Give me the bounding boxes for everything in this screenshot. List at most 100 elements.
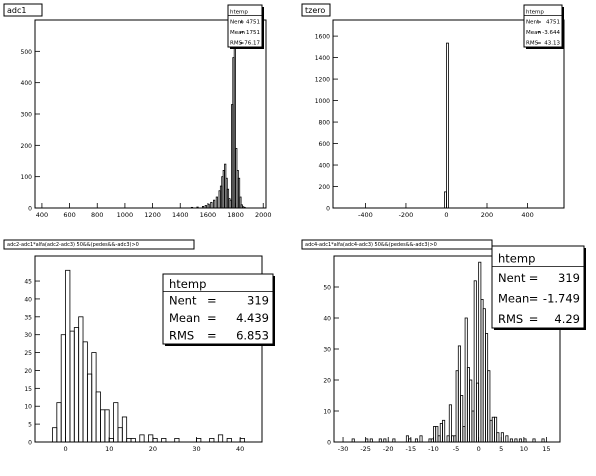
- pad-4: 0 10 20 30 40 50 -30 -25 -20 -15 -10 -5 0 5 10 15 adc4-a…: [301, 239, 586, 453]
- histogram-bar: [100, 409, 106, 443]
- stats-equals: =: [537, 40, 542, 46]
- histogram-bar: [435, 426, 439, 443]
- stats-rms-value: 4.29: [554, 312, 580, 326]
- y-tick-label: 500: [21, 49, 33, 56]
- x-tick-label: 5: [499, 445, 503, 453]
- x-tick-label: -25: [360, 445, 371, 453]
- histogram-bar: [442, 419, 446, 443]
- histogram-bars: [444, 42, 449, 209]
- x-tick-label: 600: [63, 211, 75, 219]
- histogram-bar: [369, 438, 373, 443]
- x-tick-label: 30: [192, 445, 200, 453]
- histogram-bar: [95, 391, 101, 443]
- pad-2: 0 200 400 600 800 1000 1200 1400 1600 -400 -200 0 20…: [301, 3, 565, 219]
- stats-name: htemp: [526, 9, 544, 15]
- y-tick-label: 30: [24, 332, 32, 339]
- histogram-bar: [505, 435, 509, 443]
- stats-mean-label: Mean: [230, 30, 245, 36]
- stats-rms-value: 6.853: [236, 329, 269, 343]
- y-tick-label: 0: [28, 206, 32, 213]
- chart-title: tzero: [305, 6, 325, 15]
- y-tick-label: 50: [323, 285, 331, 292]
- y-tick-label: 10: [24, 404, 32, 411]
- stats-equals: =: [537, 19, 542, 25]
- histogram-bar: [161, 438, 167, 443]
- x-tick-label: 1800: [227, 211, 244, 219]
- title-box: [3, 3, 43, 17]
- histogram-bar: [52, 427, 58, 443]
- histogram-bar: [532, 438, 536, 443]
- x-tick-label: 0: [63, 445, 67, 453]
- x-tick-label: 1000: [117, 211, 134, 219]
- histogram-bar: [113, 402, 119, 443]
- x-tick-label: -10: [428, 445, 439, 453]
- histogram-bar: [351, 438, 355, 443]
- histogram-bar: [239, 438, 245, 443]
- histogram-bar: [152, 438, 158, 443]
- x-tick-label: 0: [444, 211, 448, 219]
- x-tick-label: 200: [481, 211, 493, 219]
- y-tick-label: 0: [326, 206, 330, 213]
- histogram-bar: [201, 206, 205, 209]
- y-tick-label: 30: [323, 347, 331, 354]
- stats-rms-value: 43.13: [544, 40, 560, 46]
- y-tick-label: 800: [319, 120, 331, 127]
- x-tick-label: -200: [399, 211, 414, 219]
- pad-3: 0 5 10 15 20 25 30 35 40 45 0 10 20 30 40 adc2-adc1*alf…: [3, 239, 275, 453]
- stats-entries-value: 319: [247, 294, 269, 308]
- stats-rms-label: RMS: [498, 312, 523, 326]
- histogram-bar: [419, 435, 423, 443]
- histogram-bar: [215, 196, 218, 209]
- histogram-bar: [446, 42, 449, 209]
- histogram-bar: [210, 201, 213, 209]
- stats-rms-value: 76.17: [244, 40, 260, 46]
- x-tick-label: -5: [453, 445, 459, 453]
- histogram-bar: [104, 409, 110, 443]
- histogram-bar: [148, 434, 154, 443]
- y-tick-label: 20: [323, 378, 331, 385]
- stats-mean-value: -1.749: [543, 291, 580, 305]
- stats-entries-value: 4751: [546, 19, 560, 25]
- histogram-bar: [108, 438, 114, 443]
- stats-equals: =: [529, 291, 539, 305]
- histogram-bar: [91, 352, 97, 443]
- y-tick-label: 1200: [315, 77, 330, 84]
- histogram-bars: [52, 269, 245, 443]
- histogram-bar: [460, 395, 464, 443]
- x-tick-label: 400: [36, 211, 48, 219]
- stats-equals: =: [529, 271, 539, 285]
- y-tick-label: 300: [21, 112, 33, 119]
- histogram-bar: [126, 438, 132, 443]
- pad-1: 0 100 200 300 400 500 400 600 800 1000 1200 1400 160…: [3, 3, 272, 219]
- histogram-bars: [190, 19, 246, 209]
- y-tick-label: 200: [21, 143, 33, 150]
- histogram-bar: [541, 438, 545, 443]
- histogram-bar: [509, 438, 513, 443]
- x-tick-label: 40: [236, 445, 244, 453]
- stats-entries-label: Nent: [498, 271, 526, 285]
- stats-entries-value: 319: [558, 271, 580, 285]
- x-tick-label: 1200: [144, 211, 161, 219]
- histogram-bar: [213, 199, 216, 209]
- x-tick-label: 1600: [200, 211, 217, 219]
- histogram-bar: [190, 206, 194, 209]
- x-tick-label: 10: [105, 445, 113, 453]
- histogram-bar: [73, 327, 80, 443]
- stats-equals: =: [240, 40, 245, 46]
- stats-name: htemp: [169, 277, 206, 291]
- histogram-bar: [196, 438, 202, 443]
- histogram-bar: [496, 432, 500, 443]
- stats-rms-label: RMS: [169, 329, 194, 343]
- histogram-bar: [204, 205, 207, 209]
- histogram-bar: [82, 341, 88, 443]
- stats-rms-label: RMS: [526, 40, 539, 46]
- histogram-bar: [56, 402, 62, 443]
- stats-box: [523, 4, 563, 48]
- stats-equals: =: [240, 30, 245, 36]
- title-box: [3, 239, 195, 250]
- stats-mean-label: Mean: [498, 291, 529, 305]
- histogram-bar: [226, 438, 232, 443]
- chart-title: adc2-adc1*alfa(adc2-adc3) 50&&(pedes&&-a…: [7, 242, 139, 248]
- stats-equals: =: [537, 30, 542, 36]
- histogram-bar: [174, 438, 180, 443]
